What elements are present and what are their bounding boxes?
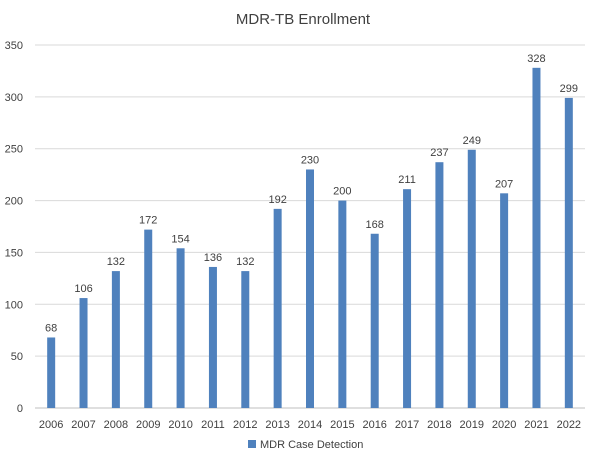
chart-title: MDR-TB Enrollment xyxy=(236,11,371,28)
data-label-2015: 200 xyxy=(333,186,351,198)
data-labels: 68 106 132 172 154 136 132 192 230 200 168 211 237 24… xyxy=(45,53,578,335)
y-tick-label: 250 xyxy=(5,144,23,156)
y-tick-label: 300 xyxy=(5,92,23,104)
data-label-2012: 132 xyxy=(236,256,254,268)
bar-2018 xyxy=(435,162,444,408)
x-tick-label-2012: 2012 xyxy=(233,419,257,431)
data-label-2007: 106 xyxy=(74,283,92,295)
bar-2016 xyxy=(370,233,379,408)
data-label-2014: 230 xyxy=(301,154,319,166)
data-label-2017: 211 xyxy=(398,174,416,186)
data-label-2020: 207 xyxy=(495,178,513,190)
x-tick-label-2013: 2013 xyxy=(265,419,289,431)
x-tick-label-2022: 2022 xyxy=(557,419,581,431)
x-tick-label-2015: 2015 xyxy=(330,419,354,431)
bar-2008 xyxy=(111,271,120,408)
bar-2017 xyxy=(403,189,412,408)
data-label-2010: 154 xyxy=(171,233,189,245)
data-label-2008: 132 xyxy=(107,256,125,268)
bar-2015 xyxy=(338,200,347,408)
x-tick-label-2021: 2021 xyxy=(524,419,548,431)
bar-2022 xyxy=(564,97,573,408)
x-tick-label-2009: 2009 xyxy=(136,419,160,431)
x-tick-label-2019: 2019 xyxy=(460,419,484,431)
data-label-2018: 237 xyxy=(430,147,448,159)
x-tick-label-2017: 2017 xyxy=(395,419,419,431)
x-tick-label-2008: 2008 xyxy=(104,419,128,431)
x-tick-label-2018: 2018 xyxy=(427,419,451,431)
x-tick-label-2006: 2006 xyxy=(39,419,63,431)
bar-2006 xyxy=(47,337,56,408)
y-tick-label: 0 xyxy=(17,403,23,415)
bar-2021 xyxy=(532,67,541,409)
bar-2014 xyxy=(306,169,314,408)
data-label-2009: 172 xyxy=(139,215,157,227)
bar-2019 xyxy=(467,149,476,408)
y-tick-label: 350 xyxy=(5,40,23,52)
data-label-2011: 136 xyxy=(204,252,222,264)
data-label-2019: 249 xyxy=(463,135,481,147)
bar-2010 xyxy=(176,248,185,408)
y-tick-label: 50 xyxy=(11,351,23,363)
bar-2011 xyxy=(208,266,217,408)
x-tick-label-2007: 2007 xyxy=(71,419,95,431)
y-tick-label: 200 xyxy=(5,196,23,208)
x-tick-label-2011: 2011 xyxy=(201,419,225,431)
x-axis-ticks: 2006 2007 2008 2009 2010 2011 2012 2013 2014 2015… xyxy=(39,419,581,431)
y-tick-label: 100 xyxy=(5,299,23,311)
bar-2020 xyxy=(500,193,509,408)
data-label-2016: 168 xyxy=(366,219,384,231)
data-label-2006: 68 xyxy=(45,322,57,334)
data-label-2022: 299 xyxy=(560,83,578,95)
legend-swatch xyxy=(248,440,256,448)
y-axis-ticks: 0 50 100 150 200 250 300 350 xyxy=(5,40,23,415)
x-tick-label-2014: 2014 xyxy=(298,419,322,431)
y-tick-label: 150 xyxy=(5,247,23,259)
bar-2009 xyxy=(144,229,153,408)
x-tick-label-2020: 2020 xyxy=(492,419,516,431)
x-tick-label-2010: 2010 xyxy=(168,419,192,431)
legend: MDR Case Detection xyxy=(248,439,363,450)
data-label-2021: 328 xyxy=(527,53,545,65)
bar-2007 xyxy=(79,298,88,408)
data-label-2013: 192 xyxy=(268,194,286,206)
legend-label: MDR Case Detection xyxy=(260,439,363,450)
bars xyxy=(47,67,573,409)
x-tick-label-2016: 2016 xyxy=(362,419,386,431)
bar-2012 xyxy=(241,271,250,408)
bar-2013 xyxy=(273,208,282,408)
